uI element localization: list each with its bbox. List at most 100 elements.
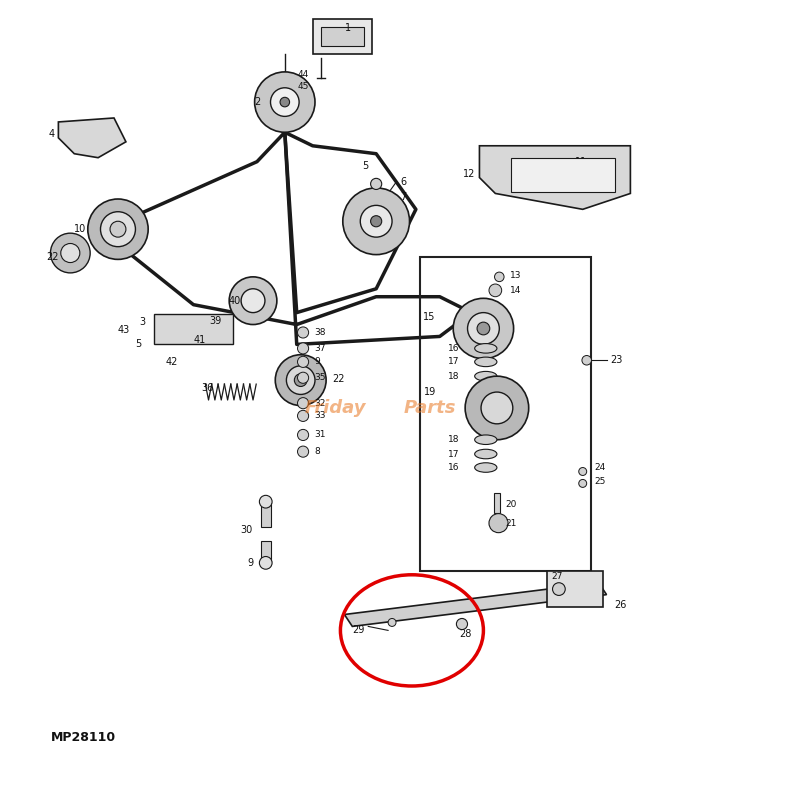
- Bar: [321, 26, 364, 46]
- Circle shape: [494, 272, 504, 282]
- Bar: [494, 493, 500, 513]
- Text: 2: 2: [254, 97, 261, 107]
- Circle shape: [294, 374, 307, 386]
- Bar: [154, 314, 233, 344]
- Text: 15: 15: [423, 311, 436, 322]
- Text: 38: 38: [314, 328, 326, 337]
- Text: 36: 36: [201, 383, 214, 393]
- Text: 33: 33: [314, 411, 326, 420]
- Text: 18: 18: [448, 435, 459, 444]
- Text: 1: 1: [346, 23, 351, 33]
- Circle shape: [280, 98, 290, 107]
- Circle shape: [465, 376, 529, 440]
- Circle shape: [88, 199, 148, 259]
- Circle shape: [241, 289, 265, 313]
- Ellipse shape: [474, 371, 497, 381]
- Text: 13: 13: [510, 270, 521, 280]
- Circle shape: [110, 222, 126, 237]
- Circle shape: [101, 212, 135, 246]
- Text: 23: 23: [610, 355, 623, 366]
- Text: Parts: Parts: [404, 399, 457, 417]
- Circle shape: [370, 216, 382, 227]
- Text: 30: 30: [241, 526, 253, 535]
- Circle shape: [298, 430, 309, 441]
- Bar: [511, 158, 614, 192]
- Circle shape: [298, 327, 309, 338]
- Ellipse shape: [474, 357, 497, 366]
- Text: 20: 20: [506, 500, 517, 510]
- Text: 10: 10: [74, 224, 86, 234]
- Text: 3: 3: [140, 317, 146, 327]
- Text: 41: 41: [194, 335, 206, 346]
- Circle shape: [259, 495, 272, 508]
- Text: 40: 40: [229, 296, 241, 306]
- Text: 21: 21: [506, 518, 517, 528]
- Circle shape: [457, 618, 467, 630]
- Text: 27: 27: [552, 572, 563, 581]
- Text: 7: 7: [400, 193, 406, 202]
- Text: 28: 28: [459, 630, 472, 639]
- Text: 45: 45: [298, 82, 309, 90]
- Text: 4: 4: [48, 129, 54, 139]
- Circle shape: [298, 398, 309, 409]
- Bar: [547, 571, 602, 606]
- Text: 26: 26: [614, 600, 627, 610]
- Text: 9: 9: [247, 558, 253, 568]
- Circle shape: [481, 392, 513, 424]
- Circle shape: [275, 354, 326, 406]
- Text: 43: 43: [118, 325, 130, 335]
- Circle shape: [298, 372, 309, 383]
- Circle shape: [370, 178, 382, 190]
- Circle shape: [298, 410, 309, 422]
- Bar: [261, 541, 270, 563]
- Circle shape: [489, 514, 508, 533]
- Circle shape: [298, 342, 309, 354]
- Circle shape: [298, 356, 309, 367]
- Circle shape: [61, 243, 80, 262]
- Circle shape: [254, 72, 315, 132]
- Circle shape: [270, 88, 299, 116]
- Bar: [261, 502, 270, 527]
- Text: 6: 6: [400, 177, 406, 186]
- Circle shape: [477, 322, 490, 335]
- Text: 29: 29: [352, 626, 364, 635]
- Text: 9: 9: [314, 358, 320, 366]
- Circle shape: [286, 366, 315, 394]
- Ellipse shape: [474, 435, 497, 445]
- Circle shape: [342, 188, 410, 254]
- Circle shape: [578, 467, 586, 475]
- Polygon shape: [479, 146, 630, 210]
- Circle shape: [360, 206, 392, 237]
- Text: 22: 22: [46, 252, 58, 262]
- Circle shape: [50, 233, 90, 273]
- Text: 42: 42: [166, 357, 178, 367]
- Bar: [420, 257, 590, 571]
- Text: 5: 5: [362, 161, 368, 170]
- Text: 14: 14: [510, 286, 521, 295]
- Circle shape: [553, 582, 566, 595]
- Text: 12: 12: [463, 169, 475, 178]
- Text: 5: 5: [135, 339, 142, 350]
- Text: 35: 35: [314, 374, 326, 382]
- Circle shape: [582, 355, 591, 365]
- Text: 25: 25: [594, 478, 606, 486]
- Text: 19: 19: [423, 387, 436, 397]
- Text: 18: 18: [448, 372, 459, 381]
- Text: 11: 11: [574, 157, 587, 166]
- Text: 8: 8: [314, 447, 320, 456]
- Ellipse shape: [474, 343, 497, 353]
- Circle shape: [454, 298, 514, 358]
- Polygon shape: [344, 582, 606, 626]
- Text: 39: 39: [210, 315, 222, 326]
- Text: Friday: Friday: [305, 399, 366, 417]
- Ellipse shape: [474, 450, 497, 458]
- Text: 44: 44: [298, 70, 309, 78]
- Circle shape: [388, 618, 396, 626]
- Text: 17: 17: [448, 358, 459, 366]
- Text: 37: 37: [314, 344, 326, 353]
- Circle shape: [229, 277, 277, 325]
- Bar: [313, 18, 372, 54]
- Text: 16: 16: [448, 463, 459, 472]
- Text: 16: 16: [448, 344, 459, 353]
- Text: 24: 24: [594, 463, 606, 472]
